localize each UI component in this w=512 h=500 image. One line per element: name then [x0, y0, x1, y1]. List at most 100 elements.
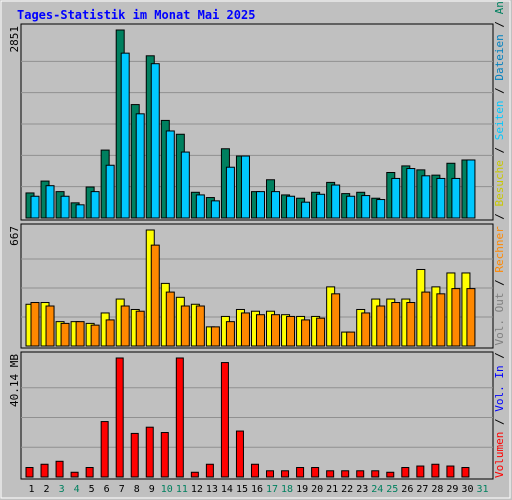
x-tick-label: 3	[59, 484, 65, 495]
x-tick-label: 5	[89, 484, 95, 495]
bar-volumen	[70, 471, 79, 478]
bar-volumen	[371, 470, 380, 478]
bar-rechner	[406, 302, 416, 347]
legend-separator: /	[493, 81, 506, 101]
bar-dateien	[391, 177, 401, 219]
bar-volumen	[416, 465, 425, 478]
bar-rechner	[271, 314, 281, 347]
bar-volumen	[296, 467, 305, 478]
x-tick-label: 7	[119, 484, 125, 495]
bar-dateien	[451, 177, 461, 219]
bar-volumen	[40, 463, 49, 478]
bar-dateien	[271, 191, 281, 219]
bar-volumen	[446, 465, 455, 478]
legend-item: Vol. In	[493, 365, 506, 411]
x-tick-label: 11	[176, 484, 188, 495]
bar-dateien	[346, 195, 356, 219]
y-axis-max-label: 2851	[8, 26, 21, 53]
bar-dateien	[210, 200, 220, 219]
bar-rechner	[255, 314, 265, 347]
bar-volumen	[401, 467, 410, 478]
bar-volumen	[175, 357, 184, 478]
bar-volumen	[55, 460, 64, 478]
bar-rechner	[421, 291, 431, 347]
bar-rechner	[301, 319, 311, 347]
x-tick-label: 15	[236, 484, 248, 495]
x-tick-label: 20	[311, 484, 323, 495]
bar-dateien	[255, 191, 265, 219]
bar-rechner	[346, 331, 356, 347]
chart-title: Tages-Statistik im Monat Mai 2025	[17, 8, 255, 22]
bar-rechner	[451, 288, 461, 347]
x-tick-label: 27	[416, 484, 428, 495]
x-axis-labels: 1 2 3 4 5 6 7 8 9 10 11 12 13 14 15 16 17 18 19 20 21 22 23 24 2…	[29, 484, 489, 495]
bar-dateien	[150, 63, 160, 219]
y-axis-max-label: 40.14 MB	[8, 354, 21, 407]
panel-frame	[20, 351, 494, 480]
bar-volumen	[235, 430, 244, 478]
x-tick-label: 18	[281, 484, 293, 495]
bar-dateien	[361, 195, 371, 219]
x-tick-label: 8	[134, 484, 140, 495]
bar-volumen	[356, 470, 365, 478]
x-tick-label: 14	[221, 484, 233, 495]
legend-item: Volumen	[493, 432, 506, 478]
bar-rechner	[105, 319, 115, 347]
bar-volumen	[431, 463, 440, 478]
legend-item: Anfragen	[493, 0, 506, 14]
x-tick-label: 24	[371, 484, 383, 495]
bar-volumen	[85, 467, 94, 478]
bar-rechner	[466, 288, 476, 347]
x-tick-label: 10	[161, 484, 173, 495]
bar-dateien	[105, 164, 115, 219]
bar-volumen	[100, 421, 109, 478]
x-tick-label: 30	[461, 484, 473, 495]
bar-volumen	[281, 470, 290, 478]
bar-volumen	[266, 470, 275, 478]
bar-rechner	[135, 310, 145, 347]
chart-legend: Volumen / Vol. In / Vol. Out / Rechner /…	[493, 0, 506, 478]
bar-rechner	[165, 291, 175, 347]
x-tick-label: 21	[326, 484, 338, 495]
bar-volumen	[326, 470, 335, 478]
bar-volumen	[386, 471, 395, 478]
bar-dateien	[195, 194, 205, 219]
bar-rechner	[75, 321, 85, 347]
panel-visits: 667	[8, 223, 494, 349]
bar-volumen	[160, 432, 169, 478]
legend-item: Besuche	[493, 160, 506, 206]
legend-separator: /	[493, 140, 506, 160]
bar-rechner	[195, 305, 205, 347]
bar-rechner	[60, 322, 70, 347]
bar-rechner	[316, 317, 326, 347]
bar-dateien	[180, 151, 190, 219]
bar-dateien	[225, 166, 235, 219]
bar-dateien	[120, 52, 130, 219]
bar-volumen	[461, 467, 470, 478]
bar-rechner	[150, 244, 160, 347]
bar-rechner	[391, 302, 401, 347]
bar-dateien	[301, 201, 311, 219]
x-tick-label: 19	[296, 484, 308, 495]
bar-volumen	[205, 463, 214, 478]
chart-panels: 2851 667 40.14 MB	[8, 23, 494, 480]
x-tick-label: 9	[149, 484, 155, 495]
x-tick-label: 6	[104, 484, 110, 495]
x-tick-label: 13	[206, 484, 218, 495]
x-tick-label: 1	[29, 484, 35, 495]
bar-rechner	[120, 305, 130, 347]
bar-dateien	[240, 155, 250, 219]
y-axis-max-label: 667	[8, 226, 21, 246]
bar-rechner	[240, 312, 250, 347]
bar-dateien	[421, 175, 431, 219]
bar-rechner	[180, 305, 190, 347]
legend-text: Volumen / Vol. In / Vol. Out / Rechner /…	[493, 0, 506, 478]
x-tick-label: 22	[341, 484, 353, 495]
bar-rechner	[331, 293, 341, 347]
legend-item: Vol. Out	[493, 293, 506, 346]
bar-dateien	[286, 195, 296, 219]
x-tick-label: 26	[401, 484, 413, 495]
bar-dateien	[436, 177, 446, 219]
